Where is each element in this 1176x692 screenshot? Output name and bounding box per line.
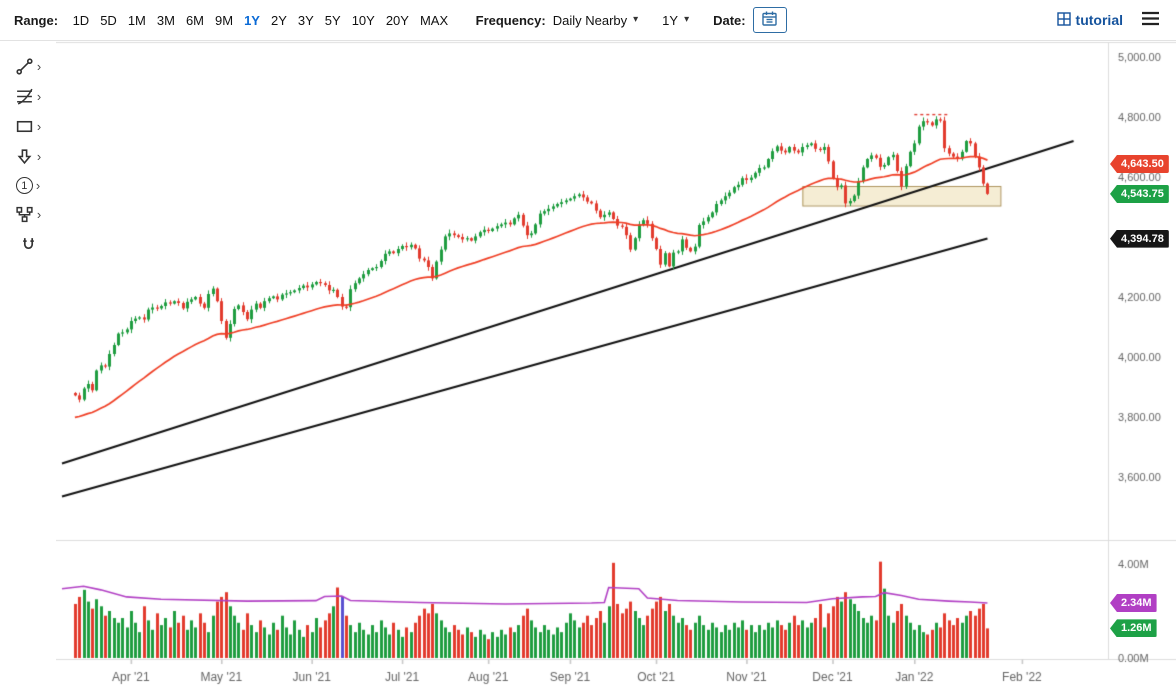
range-option-max[interactable]: MAX [419, 12, 449, 28]
range-label: Range: [14, 12, 59, 28]
aggregation-dropdown[interactable]: 1Y ▾ [658, 11, 693, 30]
chart-panel: 4,643.50 4,543.75 4,394.78 2.34M 1.26M [56, 41, 1176, 692]
range-option-1m[interactable]: 1M [127, 12, 146, 28]
date-picker-button[interactable] [752, 7, 787, 33]
chevron-right-icon[interactable]: › [36, 119, 42, 134]
date-group: Date: [713, 7, 787, 33]
menu-button[interactable] [1139, 9, 1162, 31]
range-option-1y[interactable]: 1Y [244, 12, 260, 28]
range-option-20y[interactable]: 20Y [385, 12, 409, 28]
frequency-group: Frequency: Daily Nearby ▾ [476, 11, 643, 30]
chevron-right-icon[interactable]: › [35, 178, 41, 193]
number-one-icon: 1 [15, 177, 33, 194]
price-chart-canvas[interactable] [56, 41, 1176, 692]
frequency-label: Frequency: [475, 12, 546, 28]
arrow-annotation-tool[interactable]: › [15, 147, 41, 166]
range-option-2y[interactable]: 2Y [270, 12, 287, 28]
frequency-value: Daily Nearby [552, 12, 628, 28]
magnet-mode[interactable] [19, 235, 38, 254]
range-options: 1D 5D 1M 3M 6M 9M 1Y 2Y 3Y 5Y 10Y 20Y MAX [67, 13, 454, 28]
hamburger-icon [1141, 11, 1160, 29]
arrow-down-icon [15, 147, 34, 166]
trendline-value-badge: 4,394.78 [1110, 229, 1169, 248]
chevron-down-icon: ▾ [633, 14, 639, 25]
rectangle-icon [15, 117, 34, 136]
trendline-icon [15, 57, 34, 76]
chart-area: › › › [0, 41, 1176, 692]
range-option-1d[interactable]: 1D [72, 12, 90, 28]
volume-value-badge: 1.26M [1110, 619, 1157, 638]
fibonacci-icon [15, 87, 34, 106]
range-option-3m[interactable]: 3M [156, 12, 175, 28]
grid-icon [1056, 11, 1071, 29]
brand-name: tutorial [1075, 12, 1123, 28]
flowchart-icon [15, 205, 34, 224]
chevron-right-icon[interactable]: › [36, 59, 42, 74]
number-annotation-tool[interactable]: 1 › [15, 177, 41, 194]
indicator-flow-tool[interactable]: › [15, 205, 41, 224]
fibonacci-tools[interactable]: › [15, 87, 41, 106]
range-option-3y[interactable]: 3Y [297, 12, 314, 28]
chevron-down-icon: ▾ [684, 14, 690, 25]
volume-ma-badge: 2.34M [1110, 594, 1157, 613]
chevron-right-icon[interactable]: › [36, 89, 42, 104]
tutorial-link[interactable]: tutorial [1056, 11, 1123, 29]
range-option-5y[interactable]: 5Y [324, 12, 341, 28]
range-option-10y[interactable]: 10Y [351, 12, 375, 28]
magnet-icon [19, 235, 38, 254]
chevron-right-icon[interactable]: › [36, 149, 42, 164]
aggregation-value: 1Y [662, 12, 679, 28]
shape-tools[interactable]: › [15, 117, 41, 136]
ma-value-badge: 4,643.50 [1110, 154, 1169, 174]
range-option-5d[interactable]: 5D [100, 12, 117, 28]
top-toolbar: Range: 1D 5D 1M 3M 6M 9M 1Y 2Y 3Y 5Y 10Y 20Y MAX Fre… [0, 0, 1176, 41]
drawing-toolbar: › › › [0, 41, 56, 692]
date-label: Date: [713, 12, 746, 28]
frequency-dropdown[interactable]: Daily Nearby ▾ [549, 11, 642, 30]
calendar-icon [761, 10, 778, 30]
range-option-6m[interactable]: 6M [185, 12, 204, 28]
last-price-badge: 4,543.75 [1110, 184, 1169, 203]
aggregation-group: 1Y ▾ [658, 11, 693, 30]
trendline-tool[interactable]: › [15, 57, 41, 76]
topbar-right: tutorial [1056, 9, 1162, 31]
chevron-right-icon[interactable]: › [36, 207, 42, 222]
range-option-9m[interactable]: 9M [215, 12, 234, 28]
